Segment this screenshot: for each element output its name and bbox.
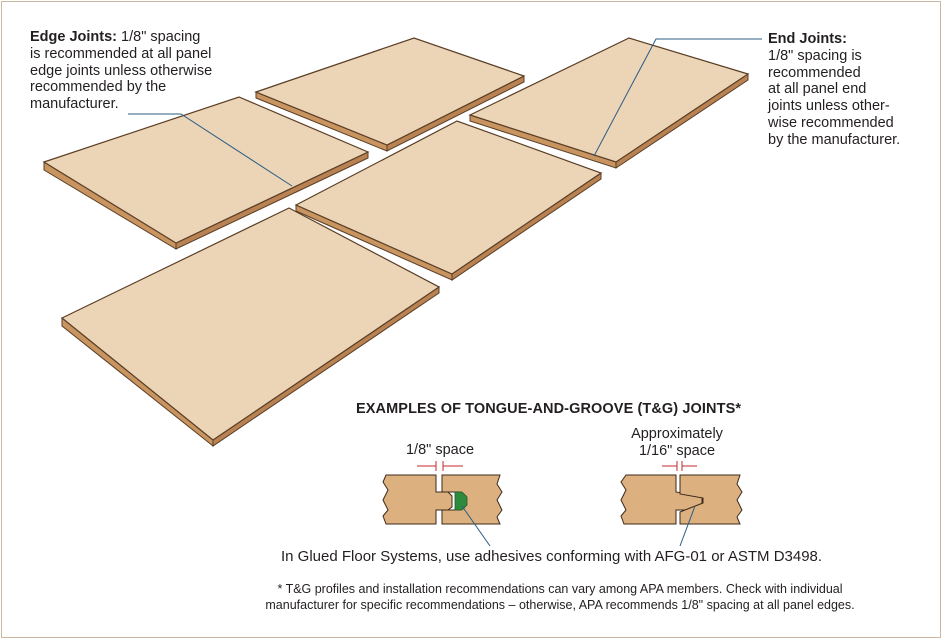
end-joints-line-4: joints unless other- [768, 98, 890, 115]
panel-top-left [42, 96, 370, 250]
adhesive-leader-right [679, 505, 696, 547]
right-space-label-line-1: Approximately [631, 426, 723, 442]
end-joints-callout: End Joints: 1/8" spacing is recommended … [768, 31, 928, 149]
adhesive-leader [461, 505, 491, 547]
edge-joints-callout: Edge Joints: 1/8" spacing is recommended… [30, 29, 250, 113]
end-joints-line-1: 1/8" spacing is [768, 47, 862, 64]
right-space-label: Approximately 1/16" space [612, 426, 742, 460]
edge-joints-line-1: 1/8" spacing [121, 29, 201, 45]
panel-top-right [468, 37, 750, 169]
edge-joint-leader [128, 113, 293, 187]
footnote: * T&G profiles and installation recommen… [230, 581, 890, 613]
tg-joint-right [620, 461, 743, 547]
edge-joints-line-5: manufacturer. [30, 96, 119, 113]
edge-joints-heading: Edge Joints: [30, 29, 118, 45]
panel-top-middle [254, 37, 526, 152]
tg-examples-title: EXAMPLES OF TONGUE-AND-GROOVE (T&G) JOIN… [356, 401, 742, 417]
end-joints-line-3: at all panel end [768, 81, 867, 98]
adhesive-bead [454, 491, 468, 511]
end-joint-leader [593, 38, 762, 157]
end-joints-line-6: by the manufacturer. [768, 131, 901, 148]
panel-middle [294, 120, 603, 281]
edge-joints-line-3: edge joints unless otherwise [30, 62, 213, 79]
end-joints-heading: End Joints: [768, 31, 847, 47]
end-joints-line-2: recommended [768, 64, 861, 81]
left-space-label: 1/8" space [405, 442, 475, 458]
right-space-label-line-2: 1/16" space [638, 443, 716, 459]
panel-bottom-left [60, 207, 441, 448]
tg-joint-left [382, 461, 503, 547]
footnote-line-1: * T&G profiles and installation recommen… [277, 582, 843, 596]
footnote-line-2: manufacturer for specific recommendation… [265, 598, 855, 612]
edge-joints-line-4: recommended by the [30, 79, 167, 96]
glue-note: In Glued Floor Systems, use adhesives co… [281, 548, 823, 565]
edge-joints-line-2: is recommended at all panel [30, 45, 212, 62]
end-joints-line-5: wise recommended [768, 114, 894, 131]
